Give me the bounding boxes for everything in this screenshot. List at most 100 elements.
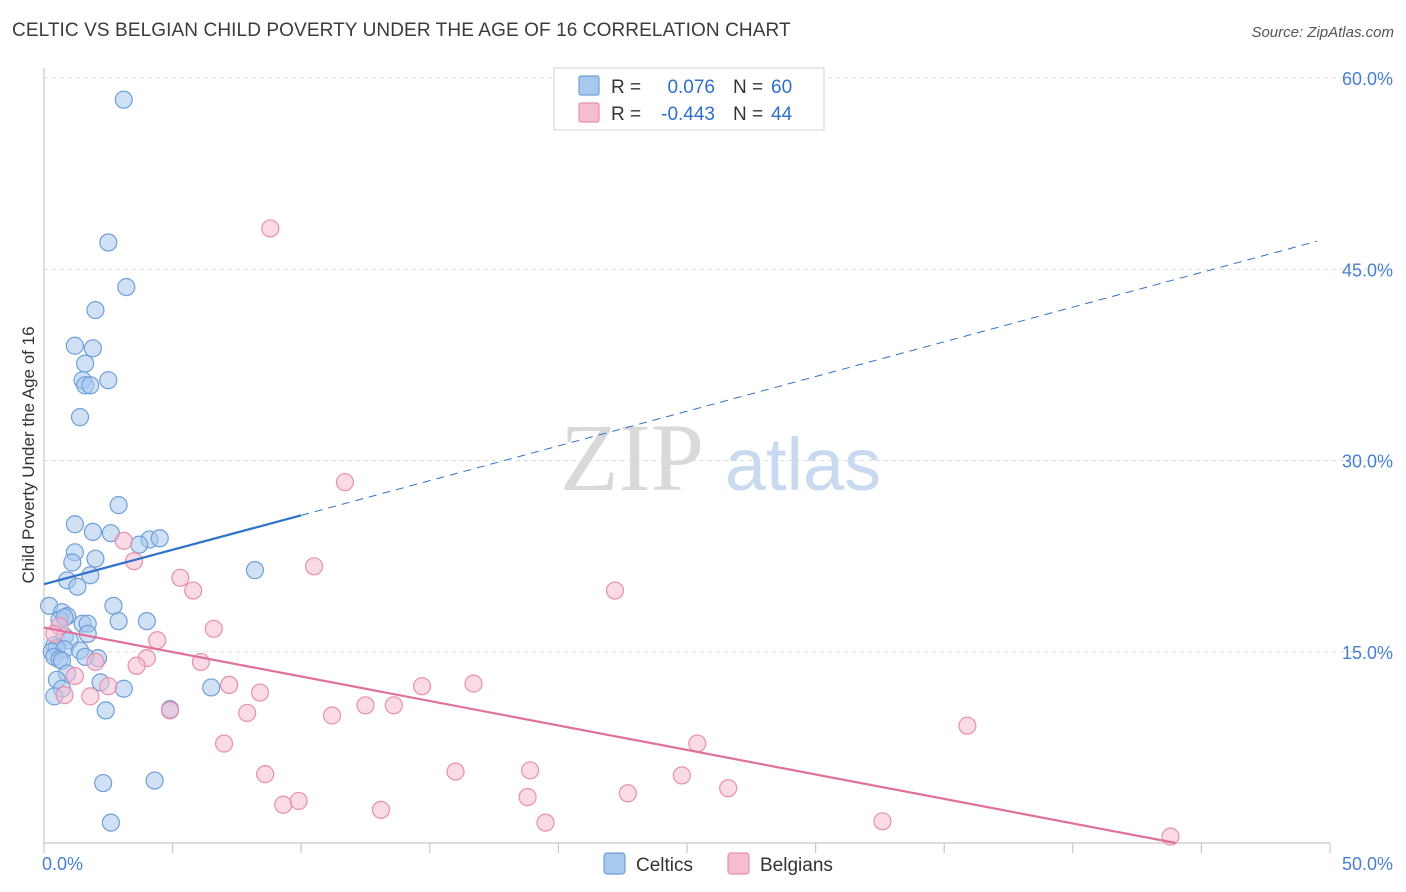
celtic-point-20 [86, 549, 105, 568]
celtic-point-58 [94, 773, 113, 793]
celtic-point-3 [86, 300, 105, 320]
belgian-point-17 [220, 675, 239, 695]
legend-n-value-belgians: 44 [771, 104, 793, 125]
celtic-point-11 [70, 408, 90, 427]
bottom-legend-swatch-belgians [727, 852, 750, 875]
belgian-point-18 [412, 677, 432, 696]
celtic-point-12 [109, 496, 128, 515]
trend-line-celtics-extension [301, 240, 1318, 516]
watermark-zip: ZIP [560, 404, 704, 511]
celtic-point-14 [83, 522, 102, 542]
celtic-point-4 [65, 336, 84, 355]
legend-r-label-belgians: R = [611, 104, 641, 125]
belgian-point-41 [371, 800, 391, 819]
x-tick-labels: 0.0% 50.0% [42, 854, 1393, 874]
celtic-point-59 [145, 771, 164, 790]
belgian-point-1 [335, 473, 355, 492]
chart-title: CELTIC VS BELGIAN CHILD POVERTY UNDER TH… [12, 20, 791, 41]
axes [43, 68, 1331, 853]
trend-line-celtics [43, 514, 302, 586]
celtic-point-17 [150, 529, 169, 548]
belgian-point-10 [204, 619, 223, 638]
y-tick-labels: 15.0% 30.0% 45.0% 60.0% [1342, 69, 1393, 663]
belgian-point-2 [304, 557, 324, 576]
belgian-point-3 [605, 581, 625, 600]
belgian-point-36 [719, 779, 738, 798]
belgian-point-37 [618, 784, 637, 803]
series-legend: Celtics Belgians [603, 852, 833, 876]
belgian-point-28 [322, 706, 342, 725]
legend-r-value-celtics: 0.076 [667, 77, 715, 98]
celtic-point-21 [63, 553, 82, 572]
bottom-legend-swatch-celtics [603, 852, 626, 875]
series-belgians-points [45, 219, 1180, 846]
y-tick-label-15: 15.0% [1342, 643, 1393, 663]
celtic-point-2 [117, 278, 136, 297]
belgian-point-25 [384, 696, 403, 715]
celtic-point-13 [65, 515, 84, 534]
celtic-point-54 [114, 679, 133, 698]
celtic-point-5 [83, 339, 102, 358]
x-tick-label-min: 0.0% [42, 854, 83, 874]
trend-lines [43, 240, 1318, 845]
belgian-point-29 [958, 716, 977, 735]
legend-r-label-celtics: R = [611, 77, 641, 98]
celtic-point-10 [81, 376, 100, 395]
belgian-point-31 [688, 734, 707, 753]
watermark: ZIP atlas [560, 404, 881, 511]
belgian-point-19 [464, 674, 483, 693]
series-celtics-points [40, 90, 265, 832]
belgian-point-43 [873, 812, 892, 831]
celtic-point-34 [109, 612, 128, 631]
stats-legend: R = 0.076 N = 60 R = -0.443 N = 44 [553, 67, 825, 131]
y-tick-label-45: 45.0% [1342, 260, 1393, 280]
belgian-point-0 [261, 219, 280, 238]
belgian-point-27 [238, 703, 257, 723]
belgian-point-16 [65, 666, 84, 686]
y-tick-label-30: 30.0% [1342, 452, 1393, 472]
belgian-point-26 [160, 701, 180, 720]
belgian-point-32 [256, 765, 275, 784]
legend-n-label-celtics: N = [733, 77, 763, 98]
y-tick-label-60: 60.0% [1342, 69, 1393, 89]
celtic-point-6 [76, 354, 95, 373]
belgian-point-6 [184, 581, 203, 600]
celtic-point-56 [96, 701, 115, 720]
x-tick-label-max: 50.0% [1342, 854, 1393, 874]
celtic-point-8 [99, 371, 118, 390]
watermark-atlas: atlas [725, 423, 881, 506]
celtic-point-35 [137, 612, 156, 631]
belgian-point-15 [127, 656, 146, 675]
belgian-point-21 [250, 683, 270, 702]
belgian-point-40 [274, 795, 293, 814]
celtic-point-1 [99, 233, 118, 252]
belgian-point-39 [289, 791, 308, 811]
belgian-point-7 [114, 531, 133, 550]
belgian-point-30 [214, 734, 234, 753]
belgian-point-5 [171, 568, 190, 587]
legend-n-value-celtics: 60 [771, 77, 792, 98]
belgian-point-33 [446, 762, 465, 781]
celtic-point-18 [130, 535, 149, 554]
y-axis-label: Child Poverty Under the Age of 16 [19, 326, 38, 583]
celtic-point-25 [68, 577, 87, 596]
celtic-point-27 [104, 596, 123, 615]
celtic-point-60 [101, 813, 120, 832]
belgian-point-23 [81, 687, 100, 706]
celtic-point-22 [245, 561, 265, 580]
trend-line-belgians [43, 626, 1176, 845]
belgian-point-34 [521, 761, 540, 780]
legend-r-value-belgians: -0.443 [661, 104, 715, 125]
belgian-point-35 [672, 766, 691, 785]
legend-swatch-celtics [578, 75, 600, 96]
legend-swatch-belgians [578, 102, 600, 123]
bottom-legend-label-celtics: Celtics [636, 855, 693, 876]
belgian-point-20 [99, 677, 118, 696]
gridlines [44, 77, 1392, 653]
belgian-point-14 [86, 652, 105, 672]
source-credit: Source: ZipAtlas.com [1251, 24, 1394, 41]
belgian-point-42 [536, 813, 555, 832]
belgian-point-38 [518, 787, 537, 807]
bottom-legend-label-belgians: Belgians [760, 855, 833, 876]
